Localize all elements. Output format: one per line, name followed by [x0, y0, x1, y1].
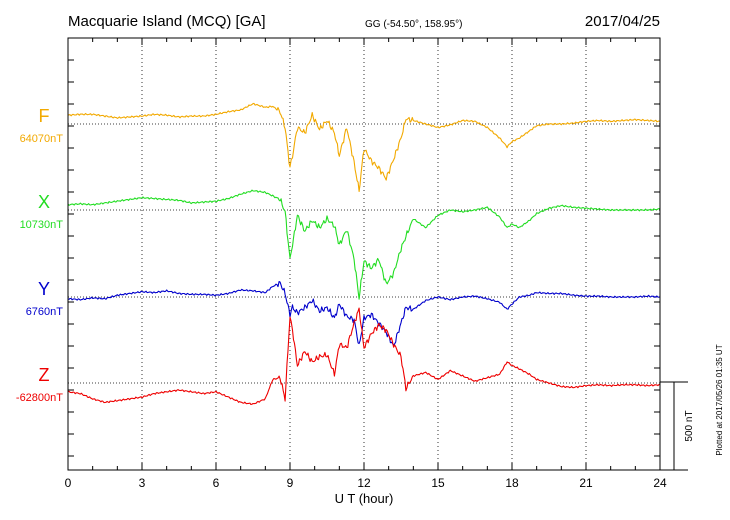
chart-date: 2017/04/25 [585, 13, 660, 30]
x-tick-label: 9 [287, 476, 294, 490]
series-line-f [67, 102, 661, 193]
x-tick-label: 21 [579, 476, 593, 490]
series-name-x: X [38, 192, 50, 212]
series-lines [67, 102, 661, 406]
scale-bar: 500 nT [660, 381, 695, 471]
series-line-x [67, 189, 661, 300]
x-tick-label: 12 [357, 476, 371, 490]
series-line-y [67, 280, 661, 346]
series-name-f: F [39, 106, 50, 126]
x-axis-label: U T (hour) [335, 491, 394, 506]
x-tick-label: 24 [653, 476, 667, 490]
x-tick-label: 15 [431, 476, 445, 490]
series-name-y: Y [38, 279, 50, 299]
station-title: Macquarie Island (MCQ) [GA] [68, 13, 266, 30]
scale-bar-label: 500 nT [684, 410, 695, 441]
x-tick-label: 0 [65, 476, 72, 490]
station-coordinates: GG (-54.50°, 158.95°) [365, 19, 463, 30]
series-baseline-z: -62800nT [16, 392, 63, 404]
series-baseline-f: 64070nT [20, 133, 64, 145]
series-name-z: Z [39, 365, 50, 385]
grid-lines [141, 38, 587, 470]
series-line-z [67, 307, 661, 406]
x-tick-label: 6 [213, 476, 220, 490]
series-baseline-y: 6760nT [26, 306, 64, 318]
axis-ticks: 0 3 6 9 12 15 18 21 24 [65, 38, 667, 490]
series-labels: F 64070nT X 10730nT Y 6760nT Z -62800nT [16, 106, 63, 404]
series-baseline-x: 10730nT [20, 219, 64, 231]
plot-timestamp: Plotted at 2017/05/26 01:35 UT [715, 344, 724, 455]
x-tick-label: 18 [505, 476, 519, 490]
x-tick-label: 3 [139, 476, 146, 490]
